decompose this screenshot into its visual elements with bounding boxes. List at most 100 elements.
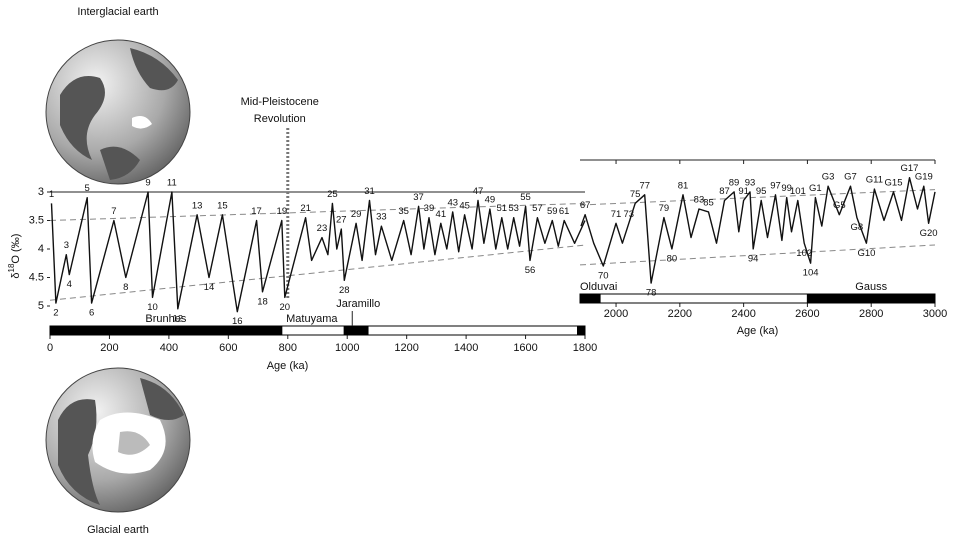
stage-label: 47 [473, 186, 484, 197]
stage-label: 97 [770, 180, 781, 191]
stage-label: 37 [413, 192, 424, 203]
stage-label: 49 [485, 195, 496, 206]
stage-label: 91 [738, 186, 749, 197]
stage-label: 15 [217, 200, 228, 211]
stage-label: 16 [232, 316, 243, 327]
y-label-sup: 18 [7, 263, 16, 272]
x-tick-label: 2000 [604, 308, 628, 320]
d18o-curve [580, 177, 936, 284]
stage-label: 79 [659, 203, 670, 214]
x-tick-label: 1800 [573, 342, 597, 354]
globe-title: Interglacial earth [77, 6, 158, 18]
polarity-interval [577, 325, 586, 336]
stage-label: G1 [809, 183, 822, 194]
stage-label: 29 [351, 209, 362, 220]
y-tick-label: 4.5 [29, 271, 44, 283]
x-tick-label: 600 [219, 342, 237, 354]
stage-label: 89 [729, 177, 740, 188]
y-axis-label: δ18O (‰) [7, 234, 22, 279]
stage-label: 28 [339, 285, 350, 296]
polarity-interval [343, 325, 369, 336]
stage-label: 25 [327, 189, 338, 200]
stage-label: 33 [376, 212, 387, 223]
d18o-curve [50, 191, 586, 313]
stage-label: 102 [796, 248, 812, 259]
x-tick-label: 1600 [513, 342, 537, 354]
stage-label: G8 [851, 222, 864, 233]
globe-title: Glacial earth [87, 524, 149, 536]
x-tick-label: 400 [160, 342, 178, 354]
stage-label: G20 [920, 228, 938, 239]
polarity-interval [806, 293, 936, 304]
x-axis-label: Age (ka) [267, 360, 309, 372]
stage-label: 12 [173, 313, 184, 324]
x-tick-label: 800 [279, 342, 297, 354]
stage-label: 67 [580, 200, 591, 211]
stage-label: 11 [167, 178, 177, 189]
stage-label: G15 [885, 177, 903, 188]
stage-label: 94 [748, 253, 759, 264]
stage-label: 27 [336, 215, 347, 226]
annotation: Revolution [254, 113, 306, 125]
stage-label: 23 [317, 223, 328, 234]
x-axis-label: Age (ka) [737, 325, 779, 337]
stage-label: 1 [49, 189, 54, 200]
stage-label: 31 [364, 186, 375, 197]
x-tick-label: 2600 [795, 308, 819, 320]
stage-label: 99 [781, 183, 792, 194]
stage-label: 80 [667, 253, 678, 264]
stage-label: 77 [639, 180, 650, 191]
y-label-rest: O (‰) [10, 234, 22, 264]
annotation: Mid-Pleistocene [241, 96, 319, 108]
x-tick-label: 3000 [923, 308, 947, 320]
stage-label: 57 [532, 203, 543, 214]
stage-label: 7 [111, 206, 116, 217]
stage-label: 6 [89, 308, 94, 319]
polarity-name: Matuyama [286, 313, 338, 325]
stage-label: 95 [756, 186, 767, 197]
stage-label: 75 [630, 189, 641, 200]
stage-label: 71 [611, 209, 622, 220]
y-label-symbol: δ [10, 272, 22, 278]
stage-label: 51 [496, 203, 507, 214]
stage-label: 73 [624, 209, 635, 220]
stage-label: G19 [915, 172, 933, 183]
stage-label: 10 [147, 302, 158, 313]
stage-label: 18 [257, 296, 268, 307]
y-tick-label: 5 [38, 300, 44, 312]
stage-label: 93 [745, 177, 756, 188]
x-tick-label: 200 [100, 342, 118, 354]
polarity-interval [49, 325, 283, 336]
stage-label: 101 [790, 186, 806, 197]
stage-label: G11 [866, 175, 883, 186]
interglacial-globe [45, 39, 191, 185]
polarity-name: Olduvai [580, 281, 617, 293]
polarity-interval [281, 325, 345, 336]
glacial-globe [45, 367, 191, 513]
polarity-interval [579, 293, 601, 304]
x-tick-label: 1200 [394, 342, 418, 354]
stage-label: 43 [447, 197, 458, 208]
stage-label: 85 [703, 197, 714, 208]
stage-label: 56 [525, 265, 536, 276]
stage-label: 70 [598, 271, 609, 282]
stage-label: 83 [694, 195, 705, 206]
y-tick-label: 3 [38, 186, 44, 198]
stage-label: 81 [678, 180, 689, 191]
stage-label: 2 [53, 308, 58, 319]
polarity-name: Jaramillo [336, 298, 380, 310]
x-tick-label: 2400 [731, 308, 755, 320]
y-tick-label: 3.5 [29, 214, 44, 226]
stage-label: 35 [398, 206, 409, 217]
polarity-name: Brunhes [145, 313, 186, 325]
stage-label: 8 [123, 282, 128, 293]
stage-label: G17 [900, 163, 918, 174]
x-tick-label: 0 [47, 342, 53, 354]
stage-label: G3 [822, 172, 835, 183]
polarity-name: Gauss [855, 281, 887, 293]
stage-label: 41 [436, 209, 447, 220]
x-tick-label: 2800 [859, 308, 883, 320]
stage-label: 78 [646, 288, 657, 299]
stage-label: 39 [424, 203, 435, 214]
